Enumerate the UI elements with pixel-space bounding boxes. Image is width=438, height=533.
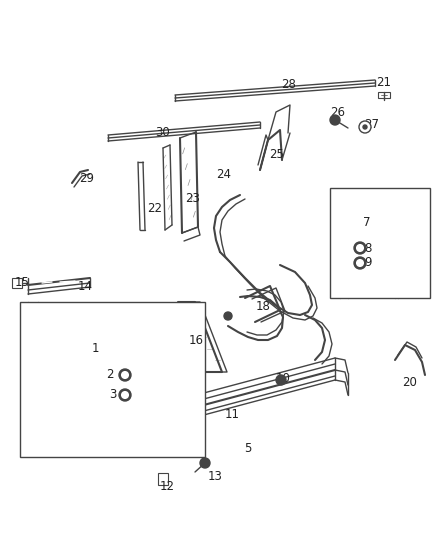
Text: 25: 25: [269, 149, 284, 161]
Text: 18: 18: [255, 300, 270, 312]
Text: 5: 5: [244, 441, 252, 455]
Circle shape: [330, 115, 340, 125]
Text: 24: 24: [216, 168, 232, 182]
Text: 13: 13: [208, 471, 223, 483]
Circle shape: [119, 369, 131, 381]
Text: 27: 27: [364, 117, 379, 131]
Text: 14: 14: [78, 279, 92, 293]
Bar: [158, 473, 168, 485]
Text: 21: 21: [377, 76, 392, 88]
Text: 20: 20: [403, 376, 417, 389]
Circle shape: [122, 372, 128, 378]
Bar: [12, 278, 22, 288]
Text: 12: 12: [159, 481, 174, 494]
Circle shape: [363, 125, 367, 129]
Text: 26: 26: [331, 107, 346, 119]
Text: 7: 7: [363, 215, 371, 229]
Text: 2: 2: [106, 368, 114, 382]
Text: 28: 28: [282, 78, 297, 92]
Bar: [20, 302, 205, 457]
Circle shape: [359, 121, 371, 133]
Circle shape: [119, 389, 131, 401]
Circle shape: [200, 458, 210, 468]
Circle shape: [357, 260, 363, 266]
Circle shape: [357, 245, 363, 251]
Circle shape: [354, 257, 366, 269]
Bar: [330, 188, 430, 298]
Text: 8: 8: [364, 241, 372, 254]
Circle shape: [354, 242, 366, 254]
Text: 9: 9: [364, 256, 372, 270]
Text: 22: 22: [148, 201, 162, 214]
Circle shape: [224, 312, 232, 320]
Text: 30: 30: [155, 125, 170, 139]
Text: 15: 15: [14, 276, 29, 288]
Text: 3: 3: [110, 389, 117, 401]
Circle shape: [276, 375, 286, 385]
Text: 29: 29: [80, 172, 95, 184]
Text: 16: 16: [188, 334, 204, 346]
Text: 10: 10: [276, 372, 290, 384]
Text: 23: 23: [186, 191, 201, 205]
Bar: [378, 92, 390, 98]
Text: 1: 1: [91, 342, 99, 354]
Text: 11: 11: [225, 408, 240, 422]
Circle shape: [122, 392, 128, 398]
